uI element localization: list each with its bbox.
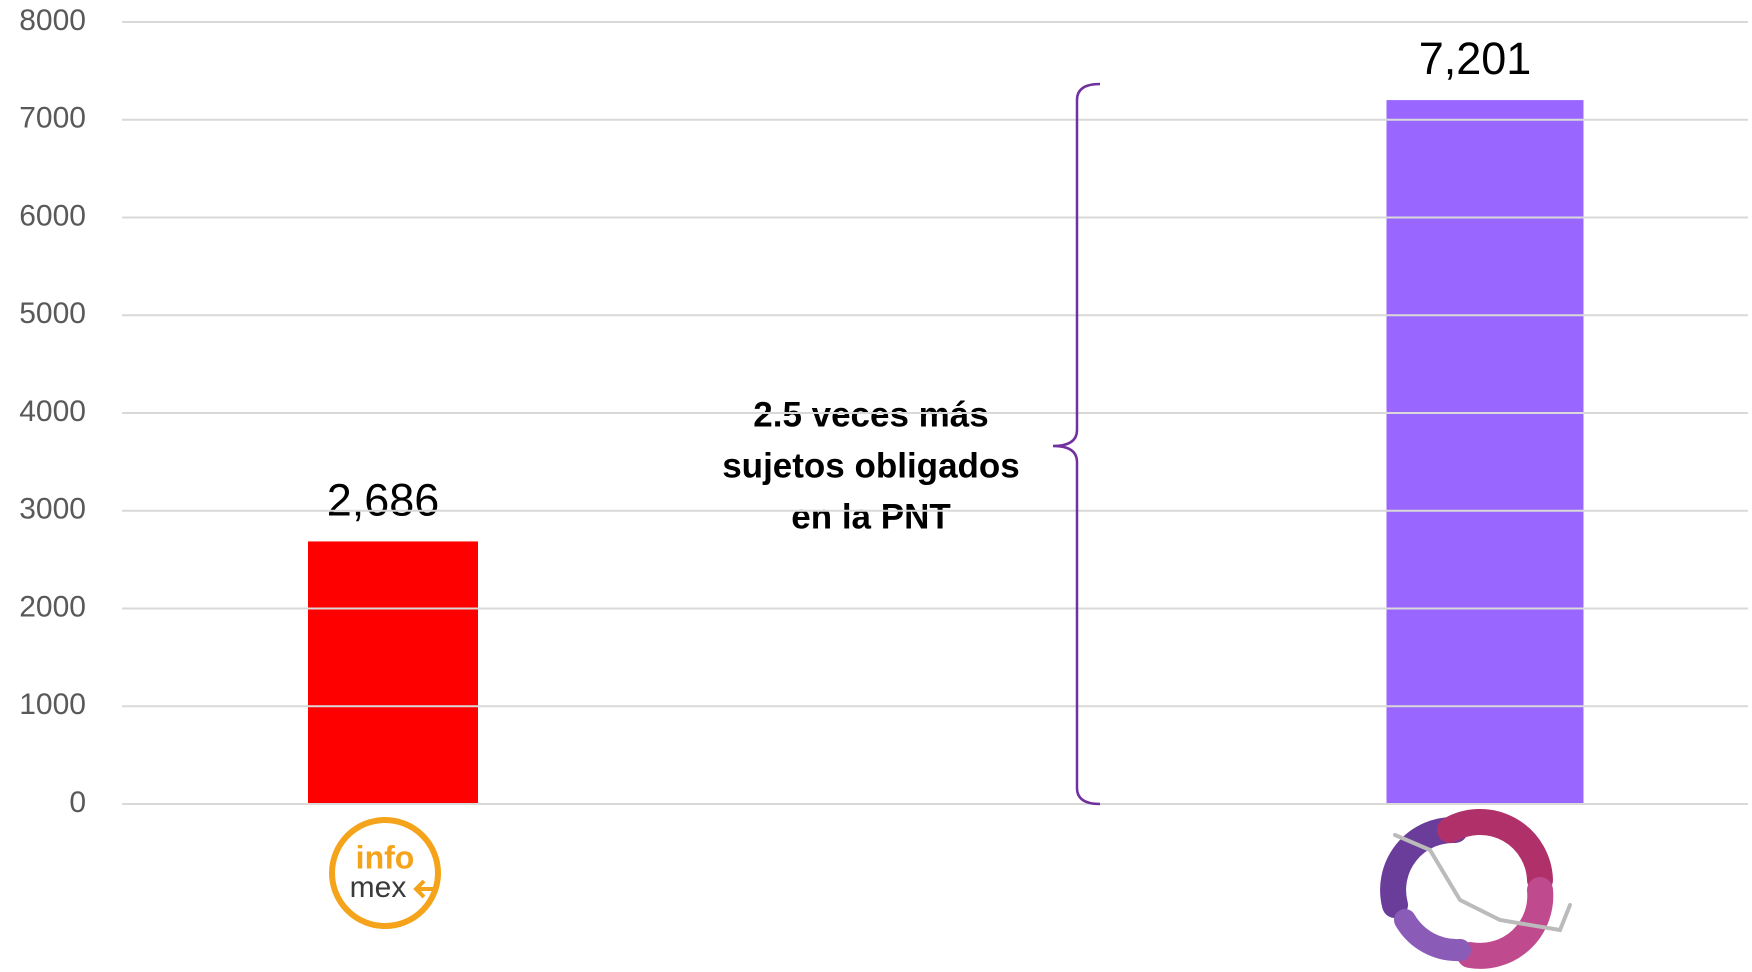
y-tick-label: 7000 [19, 102, 86, 135]
logo-text: info [356, 839, 415, 875]
y-tick-label: 2000 [19, 590, 86, 623]
infomex-logo: info mex [329, 817, 441, 929]
y-tick-label: 4000 [19, 395, 86, 428]
pnt-logo [1380, 808, 1572, 969]
logo-arrow [413, 879, 436, 899]
annotation: sujetos obligados [722, 446, 1020, 485]
y-tick-label: 0 [69, 786, 86, 819]
bar [308, 541, 478, 804]
logo-arc [1457, 877, 1554, 969]
y-tick-label: 3000 [19, 493, 86, 526]
value-label: 7,201 [1419, 33, 1532, 84]
annotation: en la PNT [791, 497, 950, 536]
bar [1386, 100, 1584, 805]
logo-arc [1394, 909, 1471, 962]
value-label: 2,686 [327, 474, 440, 525]
y-tick-label: 6000 [19, 199, 86, 232]
y-tick-label: 5000 [19, 297, 86, 330]
y-tick-label: 8000 [19, 4, 86, 37]
logo-text: mex [350, 871, 407, 904]
logo-ring [329, 817, 441, 929]
logo-map [1393, 833, 1572, 933]
brace [1052, 82, 1101, 806]
annotation: 2.5 veces más [753, 395, 988, 434]
logo-arc [1437, 808, 1553, 893]
y-tick-label: 1000 [19, 688, 86, 721]
